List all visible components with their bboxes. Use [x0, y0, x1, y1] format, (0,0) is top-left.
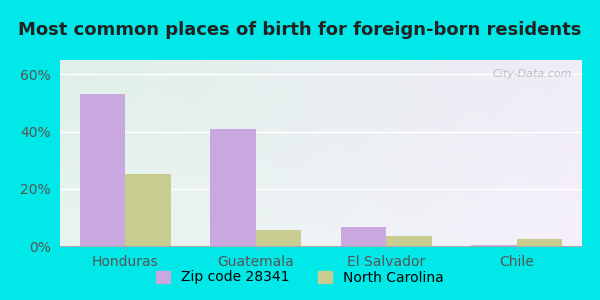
- Text: City-Data.com: City-Data.com: [492, 69, 572, 79]
- Bar: [256, 230, 301, 246]
- Bar: [517, 239, 562, 246]
- Bar: [386, 236, 432, 246]
- Text: Most common places of birth for foreign-born residents: Most common places of birth for foreign-…: [19, 21, 581, 39]
- Bar: [125, 175, 171, 246]
- Bar: [80, 94, 125, 246]
- Bar: [471, 244, 517, 246]
- Legend: Zip code 28341, North Carolina: Zip code 28341, North Carolina: [151, 265, 449, 290]
- Bar: [341, 227, 386, 246]
- Bar: [210, 129, 256, 246]
